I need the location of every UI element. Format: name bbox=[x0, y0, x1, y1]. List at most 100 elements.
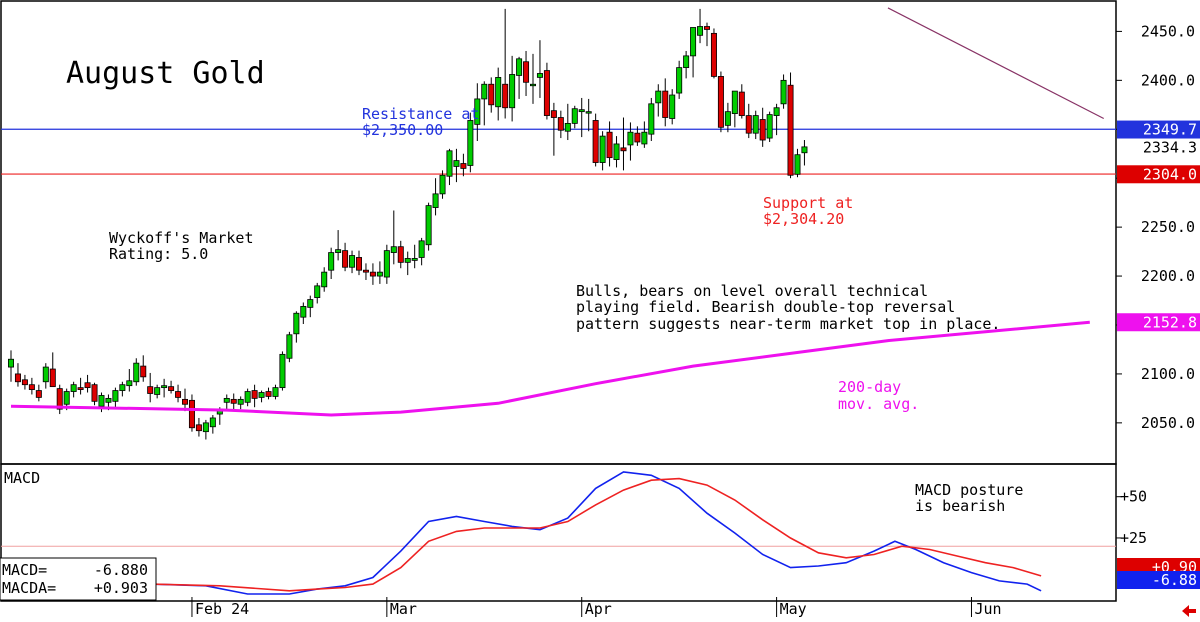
candle-up bbox=[307, 299, 314, 308]
macd-note-line-1: MACD posture bbox=[915, 481, 1023, 499]
candle-up bbox=[105, 397, 112, 403]
candle-down bbox=[21, 379, 28, 386]
support-label: Support at $2,304.20 bbox=[763, 194, 862, 228]
candle-up bbox=[209, 417, 216, 428]
resistance-line-2: $2,350.00 bbox=[362, 121, 443, 139]
candle-up bbox=[418, 240, 425, 258]
candle-up bbox=[279, 353, 286, 389]
candle-up bbox=[683, 55, 690, 69]
support-line-1: Support at bbox=[763, 194, 853, 212]
commentary-text: Bulls, bears on level overall technical … bbox=[576, 282, 1000, 333]
candle-down bbox=[620, 147, 627, 152]
macd-tick-label: +25 bbox=[1120, 529, 1147, 547]
candle-up bbox=[453, 160, 460, 167]
candle-down bbox=[460, 163, 467, 169]
candle-up bbox=[613, 143, 620, 161]
commentary-line: pattern suggests near-term market top in… bbox=[576, 315, 1000, 333]
candle-up bbox=[794, 154, 801, 175]
candle-up bbox=[154, 387, 161, 395]
candle-up bbox=[126, 380, 133, 387]
trendline bbox=[887, 7, 1104, 120]
candle-up bbox=[564, 122, 571, 132]
candle-down bbox=[56, 388, 63, 410]
candle-up bbox=[432, 193, 439, 208]
candle-up bbox=[383, 250, 390, 278]
scroll-left-arrow-icon[interactable] bbox=[1182, 605, 1196, 617]
candle-up bbox=[690, 27, 697, 57]
support-price-tag: 2304.0 bbox=[1143, 165, 1197, 183]
date-tick-label: Apr bbox=[585, 600, 612, 618]
commentary-line: playing field. Bearish double-top revers… bbox=[576, 298, 955, 316]
resistance-line-1: Resistance at bbox=[362, 105, 479, 123]
macd-tick-label: +50 bbox=[1120, 488, 1147, 506]
candle-up bbox=[516, 58, 523, 76]
candle-up bbox=[258, 392, 265, 398]
candle-up bbox=[530, 83, 537, 87]
candle-up bbox=[63, 391, 70, 405]
candle-down bbox=[251, 390, 258, 399]
ma-label: 200-day mov. avg. bbox=[838, 378, 919, 413]
candle-up bbox=[98, 395, 105, 407]
candle-up bbox=[641, 131, 648, 145]
candle-down bbox=[362, 269, 369, 273]
chart-title: August Gold bbox=[66, 56, 265, 91]
candle-up bbox=[585, 111, 592, 114]
candle-up bbox=[133, 362, 140, 383]
candle-up bbox=[801, 146, 808, 154]
last-price-tag-bg bbox=[1117, 138, 1200, 157]
macda-signal-line bbox=[10, 477, 1042, 592]
candle-down bbox=[265, 391, 272, 397]
candle-down bbox=[710, 32, 717, 77]
candle-down bbox=[369, 271, 376, 277]
candle-down bbox=[592, 120, 599, 163]
candle-up bbox=[697, 26, 704, 36]
macd-note-line-2: is bearish bbox=[915, 497, 1005, 515]
candle-up bbox=[293, 312, 300, 335]
candle-up bbox=[223, 397, 230, 403]
candle-down bbox=[355, 257, 362, 271]
macd-readout-box bbox=[0, 557, 157, 601]
candle-up bbox=[467, 120, 474, 166]
candle-down bbox=[745, 115, 752, 134]
candle-down bbox=[502, 83, 509, 109]
date-tick-label: Jun bbox=[974, 600, 1001, 618]
candle-up bbox=[237, 398, 244, 405]
price-tick-label: 2400.0 bbox=[1141, 71, 1195, 89]
candle-down bbox=[523, 61, 530, 83]
candle-down bbox=[230, 398, 237, 404]
moving-average-price-tag-bg bbox=[1117, 313, 1200, 332]
candle-up bbox=[404, 258, 411, 263]
candle-up bbox=[509, 74, 516, 109]
candle-up bbox=[578, 109, 585, 113]
candle-up bbox=[328, 252, 335, 271]
candle-down bbox=[175, 391, 182, 398]
candle-down bbox=[140, 365, 147, 378]
candle-up bbox=[439, 174, 446, 195]
macd-note: MACD posture is bearish bbox=[915, 481, 1032, 515]
moving-average-200-line bbox=[10, 320, 1090, 417]
candle-down bbox=[634, 132, 641, 143]
rating-text: Wyckoff's Market Rating: 5.0 bbox=[109, 229, 263, 263]
candle-down bbox=[77, 387, 84, 390]
candle-up bbox=[119, 384, 126, 391]
candle-up bbox=[376, 271, 383, 277]
candle-down bbox=[787, 84, 794, 176]
rating-line: Wyckoff's Market bbox=[109, 229, 254, 247]
date-tick-label: Mar bbox=[390, 600, 417, 618]
candle-up bbox=[446, 150, 453, 177]
resistance-price-tag-bg bbox=[1117, 120, 1200, 139]
candle-down bbox=[488, 83, 495, 106]
candle-down bbox=[195, 424, 202, 432]
macd-value-tag-bg bbox=[1117, 571, 1200, 589]
macd-value-tag: -6.88 bbox=[1152, 571, 1197, 589]
overlays bbox=[10, 7, 1104, 417]
candle-up bbox=[780, 79, 787, 105]
candle-down bbox=[543, 70, 550, 116]
candle-down bbox=[759, 119, 766, 141]
candle-up bbox=[773, 107, 780, 116]
candle-up bbox=[70, 384, 77, 392]
candle-up bbox=[314, 285, 321, 298]
candle-up bbox=[655, 90, 662, 104]
candle-down bbox=[717, 76, 724, 128]
ma-line-2: mov. avg. bbox=[838, 395, 919, 413]
